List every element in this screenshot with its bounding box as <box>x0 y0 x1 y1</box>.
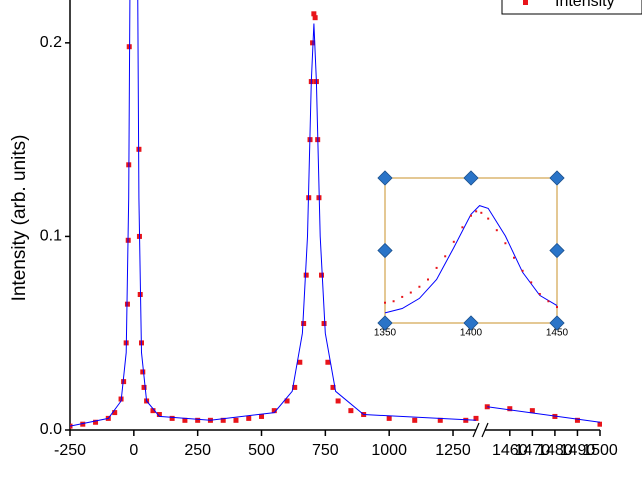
data-point <box>325 359 331 365</box>
data-point <box>233 417 239 423</box>
data-point <box>547 300 550 303</box>
x-tick-label: 1350 <box>374 328 397 339</box>
data-point <box>271 408 277 414</box>
fit-line <box>70 0 601 427</box>
data-point <box>321 321 327 327</box>
data-point <box>556 306 558 309</box>
data-point <box>93 419 99 425</box>
x-tick-label: 1400 <box>460 328 483 339</box>
data-point <box>484 404 490 410</box>
data-point <box>301 321 307 327</box>
fit-line <box>384 205 558 314</box>
data-point <box>182 417 188 423</box>
x-tick-label: -250 <box>54 442 86 459</box>
x-tick-label: 1450 <box>546 328 569 339</box>
data-point <box>246 415 252 421</box>
data-point <box>461 226 464 229</box>
data-point <box>427 278 429 281</box>
data-point <box>513 256 515 259</box>
data-point <box>463 417 469 423</box>
data-point <box>470 214 472 217</box>
resize-handle <box>549 315 565 331</box>
data-point <box>303 272 309 278</box>
resize-handle <box>549 242 565 259</box>
y-axis-label: Intensity (arb. units) <box>9 135 30 302</box>
data-point <box>220 417 226 423</box>
data-point <box>141 384 147 390</box>
data-point <box>452 240 455 243</box>
data-point <box>437 417 443 423</box>
resize-handle <box>549 170 565 186</box>
data-point <box>401 295 404 298</box>
data-point <box>112 410 118 416</box>
data-point <box>574 417 580 423</box>
inset-frame <box>384 177 558 324</box>
data-point <box>521 269 524 272</box>
data-point <box>597 421 602 427</box>
legend-box <box>501 0 642 15</box>
data-point <box>169 415 175 421</box>
data-point <box>284 398 290 404</box>
data-point <box>335 398 341 404</box>
data-point <box>504 242 507 245</box>
data-point <box>475 210 478 213</box>
plot-area <box>70 0 602 429</box>
data-point <box>156 412 162 418</box>
resize-handle <box>377 170 393 186</box>
data-point <box>538 293 541 295</box>
y-tick-label: 0.0 <box>40 421 62 438</box>
resize-handle <box>377 242 393 259</box>
data-point <box>195 417 201 423</box>
data-point <box>495 229 498 232</box>
x-tick-label: 1490 <box>560 442 596 459</box>
data-point <box>348 408 354 414</box>
x-tick-label: 1250 <box>435 442 471 459</box>
x-tick-label: 0 <box>129 442 138 459</box>
data-point <box>297 359 303 365</box>
y-tick-label: 0.2 <box>40 34 62 51</box>
data-point <box>529 408 535 414</box>
data-point <box>412 417 418 423</box>
x-tick-label: 250 <box>184 442 211 459</box>
data-point <box>150 408 156 414</box>
data-point <box>392 300 395 303</box>
data-point <box>507 406 513 412</box>
data-point <box>311 11 317 17</box>
data-point <box>530 281 533 284</box>
data-point <box>330 384 336 390</box>
y-tick-label: 0.1 <box>40 228 62 245</box>
x-tick-label: 1460 <box>492 442 528 459</box>
data-point <box>319 272 325 278</box>
data-point <box>418 285 421 288</box>
data-point <box>473 415 479 421</box>
x-tick-label: 750 <box>312 442 339 459</box>
data-point <box>259 413 265 419</box>
data-point <box>140 369 146 375</box>
data-point <box>487 217 490 220</box>
x-tick-label: 500 <box>248 442 275 459</box>
data-point <box>435 266 438 269</box>
x-tick-label: 1480 <box>537 442 573 459</box>
axis-break <box>472 422 489 438</box>
resize-handle <box>463 170 479 186</box>
data-point <box>80 421 86 427</box>
data-point <box>444 255 447 258</box>
resize-handle <box>377 315 393 331</box>
data-point <box>409 291 412 294</box>
data-point <box>384 301 386 304</box>
data-point <box>386 415 392 421</box>
resize-handle <box>463 315 479 331</box>
data-point <box>292 384 298 390</box>
legend-label: Intensity <box>555 0 615 10</box>
data-point <box>312 15 318 21</box>
x-tick-label: 1500 <box>582 442 618 459</box>
legend-marker <box>523 0 528 5</box>
x-tick-label: 1470 <box>515 442 551 459</box>
data-point <box>480 211 483 214</box>
x-tick-label: 1000 <box>371 442 407 459</box>
